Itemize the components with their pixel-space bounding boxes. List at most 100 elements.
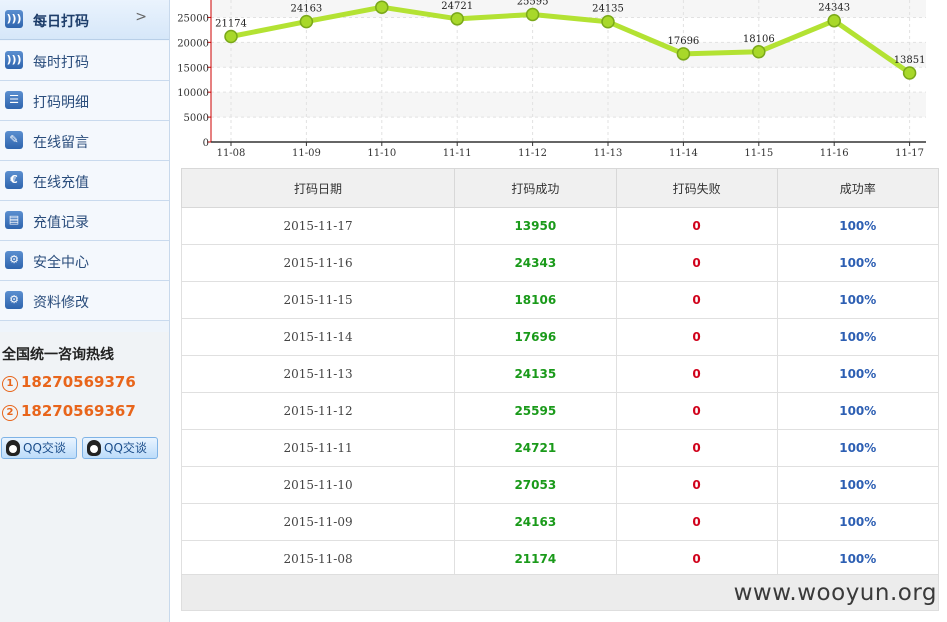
qq-penguin-icon (87, 440, 101, 456)
cell-rate: 100% (776, 429, 940, 467)
sidebar-item-security[interactable]: ⚙ 安全中心 (0, 241, 169, 281)
cell-rate: 100% (776, 244, 940, 282)
cell-fail: 0 (615, 244, 778, 282)
hotline-phone-1: 1 18270569376 (2, 373, 136, 392)
data-label: 21174 (215, 19, 247, 30)
daily-line-chart: 0 5000 10000 15000 20000 25000 11-08 11-09 11-10… (177, 0, 926, 159)
y-tick-label: 5000 (184, 113, 209, 124)
data-label: 18106 (743, 34, 775, 45)
cell-date: 2015-11-15 (180, 281, 456, 319)
sidebar-item-label: 安全中心 (33, 255, 89, 271)
data-point (752, 45, 766, 59)
cell-rate: 100% (776, 281, 940, 319)
sidebar-item-profile[interactable]: ⚙ 资料修改 (0, 281, 169, 321)
cell-date: 2015-11-10 (180, 466, 456, 504)
rss-icon: ))) (5, 10, 23, 28)
rss-icon: ))) (5, 51, 23, 69)
table-row: 2015-11-17 13950 0 100% (180, 207, 940, 245)
cell-rate: 100% (776, 318, 940, 356)
qq-chat-button-2[interactable]: QQ交谈 (82, 437, 158, 459)
data-point (902, 66, 917, 80)
y-tick-label: 0 (203, 138, 209, 149)
cell-success: 25595 (454, 392, 617, 430)
x-tick-label: 11-15 (744, 148, 773, 159)
data-label: 13851 (894, 55, 926, 66)
cell-date: 2015-11-12 (180, 392, 456, 430)
cell-success: 27053 (454, 466, 617, 504)
data-point (601, 14, 615, 29)
cell-date: 2015-11-16 (180, 244, 456, 282)
cell-rate: 100% (776, 540, 940, 578)
data-point (224, 29, 238, 44)
sidebar-item-daily[interactable]: ))) 每日打码 > (0, 0, 169, 40)
sidebar-item-label: 每时打码 (33, 55, 89, 71)
grid-band (211, 92, 926, 118)
cell-date: 2015-11-14 (180, 318, 456, 356)
x-tick-label: 11-16 (820, 148, 849, 159)
cell-success: 24135 (454, 355, 617, 393)
number-two-icon: 2 (2, 405, 18, 421)
cell-date: 2015-11-08 (180, 540, 456, 578)
cell-fail: 0 (615, 281, 778, 319)
cell-success: 24721 (454, 429, 617, 467)
cell-date: 2015-11-13 (180, 355, 456, 393)
daily-stats-table: 打码日期 打码成功 打码失败 成功率 2015-11-17 13950 0 100% 2… (180, 168, 940, 578)
gear-icon: ⚙ (5, 251, 23, 269)
y-tick-label: 20000 (177, 38, 209, 49)
sidebar-item-label: 打码明细 (33, 95, 89, 111)
y-tick-label: 15000 (177, 63, 209, 74)
data-point (375, 0, 389, 14)
sidebar-item-message[interactable]: ✎ 在线留言 (0, 121, 169, 161)
cell-fail: 0 (615, 392, 778, 430)
data-point (827, 13, 841, 28)
cell-success: 21174 (454, 540, 617, 578)
cell-fail: 0 (615, 318, 778, 356)
cell-fail: 0 (615, 540, 778, 578)
cell-date: 2015-11-11 (180, 429, 456, 467)
x-tick-label: 11-17 (895, 148, 924, 159)
cell-date: 2015-11-17 (180, 207, 456, 245)
table-row: 2015-11-08 21174 0 100% (180, 540, 940, 578)
cell-rate: 100% (776, 392, 940, 430)
table-header-row: 打码日期 打码成功 打码失败 成功率 (180, 168, 940, 208)
col-header-success: 打码成功 (454, 168, 617, 208)
watermark: www.wooyun.org (733, 580, 937, 606)
cell-rate: 100% (776, 503, 940, 541)
sidebar-item-hourly[interactable]: ))) 每时打码 (0, 41, 169, 81)
table-row: 2015-11-11 24721 0 100% (180, 429, 940, 467)
qq-chat-label: QQ交谈 (104, 441, 147, 455)
x-tick-label: 11-14 (669, 148, 698, 159)
col-header-date: 打码日期 (180, 168, 456, 208)
table-row: 2015-11-15 18106 0 100% (180, 281, 940, 319)
sidebar-item-label: 充值记录 (33, 215, 89, 231)
table-row: 2015-11-12 25595 0 100% (180, 392, 940, 430)
cell-fail: 0 (615, 355, 778, 393)
x-tick-label: 11-08 (217, 148, 246, 159)
table-footer (181, 574, 939, 611)
sidebar-item-label: 在线留言 (33, 135, 89, 151)
cell-success: 13950 (454, 207, 617, 245)
data-point (525, 7, 540, 22)
cell-rate: 100% (776, 355, 940, 393)
sidebar-item-recharge[interactable]: € 在线充值 (0, 161, 169, 201)
phone-number: 18270569367 (21, 402, 136, 420)
sidebar-item-recharge-records[interactable]: ▤ 充值记录 (0, 201, 169, 241)
number-one-icon: 1 (2, 376, 18, 392)
x-tick-label: 11-09 (292, 148, 321, 159)
series-line (230, 4, 912, 76)
data-label: 24135 (592, 4, 624, 15)
data-label: 24163 (290, 4, 322, 15)
sidebar-item-details[interactable]: ☰ 打码明细 (0, 81, 169, 121)
table-row: 2015-11-13 24135 0 100% (180, 355, 940, 393)
sidebar-item-label: 资料修改 (33, 295, 89, 311)
qq-penguin-icon (6, 440, 20, 456)
pencil-icon: ✎ (5, 131, 23, 149)
list-icon: ☰ (5, 91, 23, 109)
qq-chat-button-1[interactable]: QQ交谈 (1, 437, 77, 459)
data-label: 25595 (517, 0, 549, 7)
euro-icon: € (5, 171, 23, 189)
y-tick-label: 10000 (177, 88, 209, 99)
data-label: 24343 (818, 3, 850, 14)
phone-number: 18270569376 (21, 373, 136, 391)
grid-band (211, 0, 926, 18)
